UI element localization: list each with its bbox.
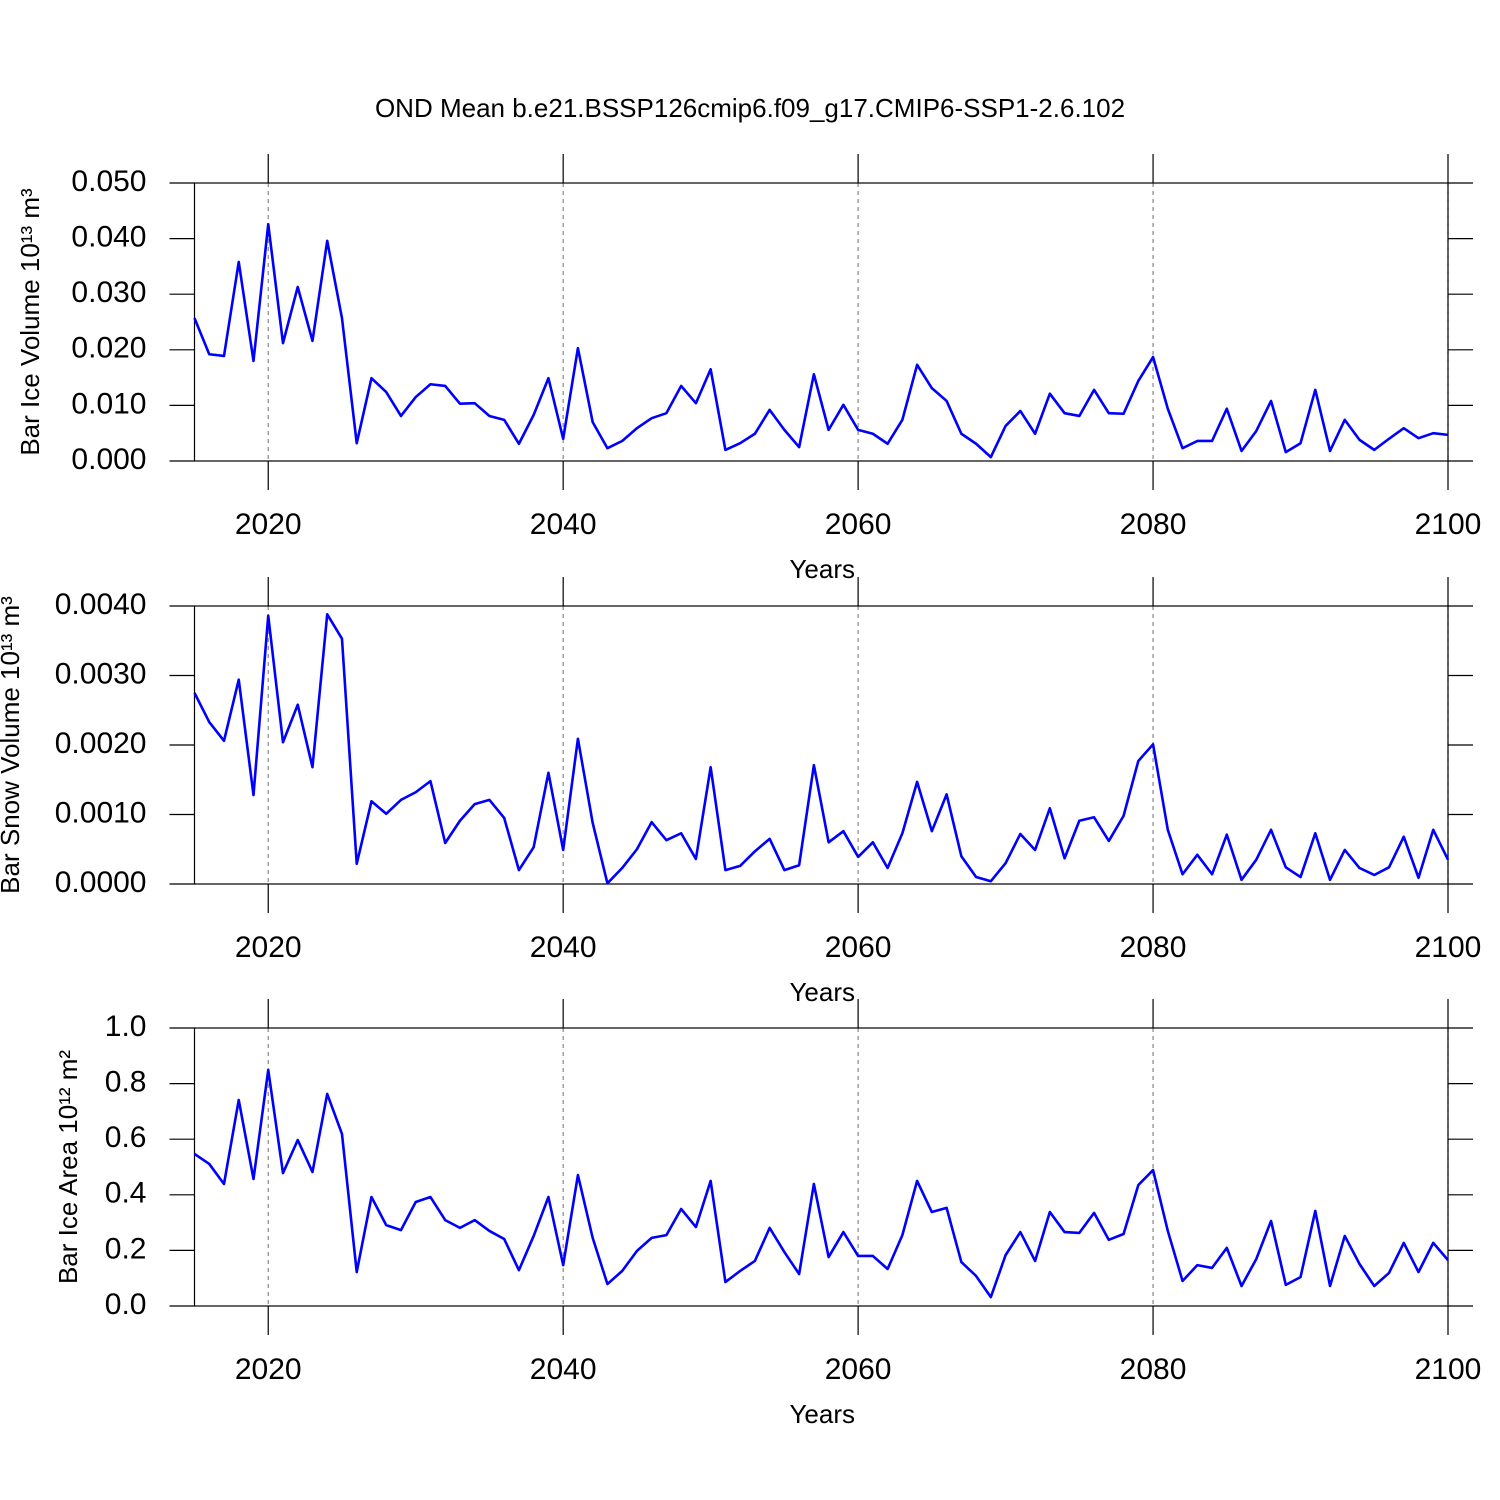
- plot-frame: [193, 605, 1449, 885]
- y-tick-label: 0.0: [105, 1288, 147, 1321]
- y-tick-label: 0.040: [71, 221, 146, 254]
- y-tick-label: 0.6: [105, 1121, 147, 1154]
- y-tick-label: 0.8: [105, 1066, 147, 1099]
- x-tick-label: 2100: [1415, 931, 1482, 964]
- x-axis-title: Years: [789, 1399, 855, 1429]
- x-tick-label: 2100: [1415, 1353, 1482, 1386]
- x-axis-title: Years: [789, 977, 855, 1007]
- y-tick-label: 0.2: [105, 1232, 147, 1265]
- x-axis-title: Years: [789, 554, 855, 584]
- y-axis-title: Bar Ice Area 10¹² m²: [53, 1050, 83, 1284]
- x-tick-label: 2040: [530, 1353, 597, 1386]
- y-tick-label: 0.0020: [55, 727, 147, 760]
- y-tick-label: 0.010: [71, 387, 146, 420]
- x-tick-label: 2100: [1415, 508, 1482, 541]
- data-line: [193, 1068, 1449, 1299]
- y-tick-label: 0.0030: [55, 657, 147, 690]
- y-axis-title: Bar Ice Volume 10¹³ m³: [15, 188, 45, 456]
- panel: 2020 2040 2060 2080 2100 0.0000 0.0010 0.0020 0.…: [0, 577, 1481, 1007]
- y-tick-label: 0.0000: [55, 866, 147, 899]
- x-tick-label: 2040: [530, 931, 597, 964]
- x-tick-label: 2080: [1120, 1353, 1187, 1386]
- x-tick-label: 2020: [235, 931, 302, 964]
- y-tick-label: 0.0040: [55, 588, 147, 621]
- x-tick-label: 2060: [825, 931, 892, 964]
- x-tick-label: 2040: [530, 508, 597, 541]
- plot-frame: [193, 182, 1449, 462]
- x-tick-label: 2080: [1120, 931, 1187, 964]
- x-tick-label: 2020: [235, 1353, 302, 1386]
- y-tick-label: 1.0: [105, 1010, 147, 1043]
- x-tick-label: 2060: [825, 508, 892, 541]
- x-tick-label: 2080: [1120, 508, 1187, 541]
- x-tick-label: 2060: [825, 1353, 892, 1386]
- data-line: [193, 613, 1450, 885]
- panel: 2020 2040 2060 2080 2100 0.0 0.2 0.4 0.6 0.8 1.0 Ye…: [53, 999, 1482, 1429]
- y-tick-label: 0.020: [71, 332, 146, 365]
- plot-frame: [193, 1027, 1449, 1307]
- y-axis-title: Bar Snow Volume 10¹³ m³: [0, 596, 25, 894]
- panel: OND Mean b.e21.BSSP126cmip6.f09_g17.CMIP…: [15, 93, 1482, 584]
- y-tick-label: 0.4: [105, 1177, 147, 1210]
- y-tick-label: 0.030: [71, 276, 146, 309]
- y-tick-label: 0.000: [71, 443, 146, 476]
- y-tick-label: 0.050: [71, 165, 146, 198]
- x-tick-label: 2020: [235, 508, 302, 541]
- data-line: [193, 222, 1449, 459]
- chart-title: OND Mean b.e21.BSSP126cmip6.f09_g17.CMIP…: [375, 93, 1125, 123]
- y-tick-label: 0.0010: [55, 796, 147, 829]
